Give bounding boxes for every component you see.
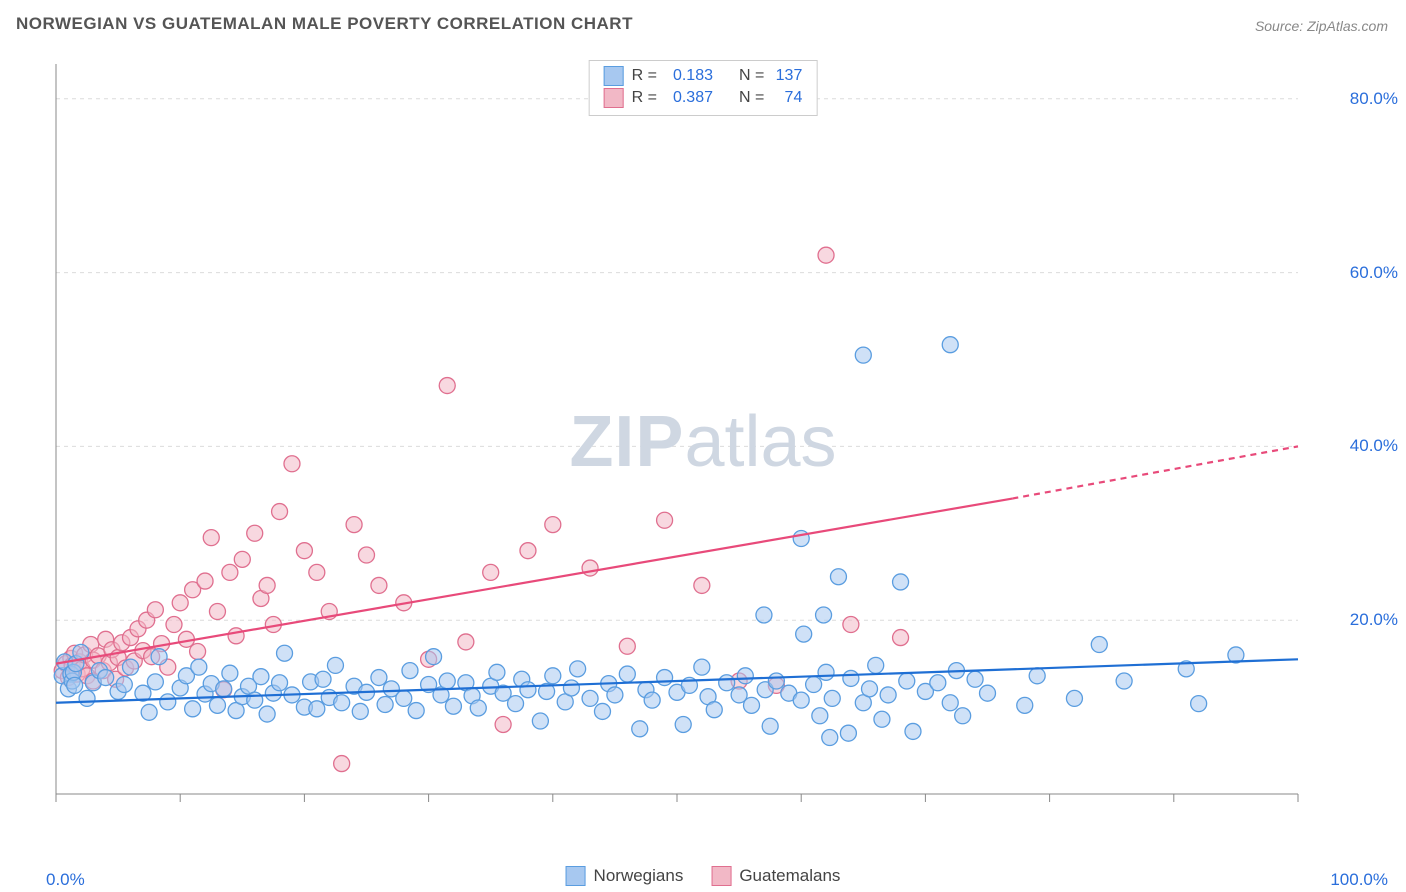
n-label-1: N = — [739, 65, 764, 87]
swatch-guatemalans-icon — [604, 88, 624, 108]
r-label-1: R = — [632, 65, 657, 87]
legend-item-norwegians: Norwegians — [566, 866, 684, 886]
legend-label-guatemalans: Guatemalans — [739, 866, 840, 886]
swatch-norwegians-icon — [566, 866, 586, 886]
series-legend: Norwegians Guatemalans — [566, 866, 841, 886]
chart-root: NORWEGIAN VS GUATEMALAN MALE POVERTY COR… — [0, 0, 1406, 892]
correlation-legend: R = 0.183 N = 137 R = 0.387 N = 74 — [589, 60, 818, 116]
plot-svg — [48, 54, 1368, 830]
plot-area — [48, 54, 1368, 830]
corr-row-1: R = 0.183 N = 137 — [604, 65, 803, 87]
n-value-1: 137 — [772, 65, 802, 87]
legend-label-norwegians: Norwegians — [594, 866, 684, 886]
r-value-2: 0.387 — [665, 87, 713, 109]
legend-item-guatemalans: Guatemalans — [711, 866, 840, 886]
chart-source: Source: ZipAtlas.com — [1255, 18, 1388, 34]
r-label-2: R = — [632, 87, 657, 109]
corr-row-2: R = 0.387 N = 74 — [604, 87, 803, 109]
chart-title: NORWEGIAN VS GUATEMALAN MALE POVERTY COR… — [16, 14, 633, 34]
n-value-2: 74 — [772, 87, 802, 109]
y-axis-tick-40: 40.0% — [1350, 436, 1398, 456]
y-axis-tick-80: 80.0% — [1350, 89, 1398, 109]
swatch-guatemalans-icon — [711, 866, 731, 886]
r-value-1: 0.183 — [665, 65, 713, 87]
n-label-2: N = — [739, 87, 764, 109]
y-axis-tick-20: 20.0% — [1350, 610, 1398, 630]
y-axis-tick-60: 60.0% — [1350, 263, 1398, 283]
x-axis-max: 100.0% — [1330, 870, 1388, 890]
swatch-norwegians-icon — [604, 66, 624, 86]
x-axis-min: 0.0% — [46, 870, 85, 890]
